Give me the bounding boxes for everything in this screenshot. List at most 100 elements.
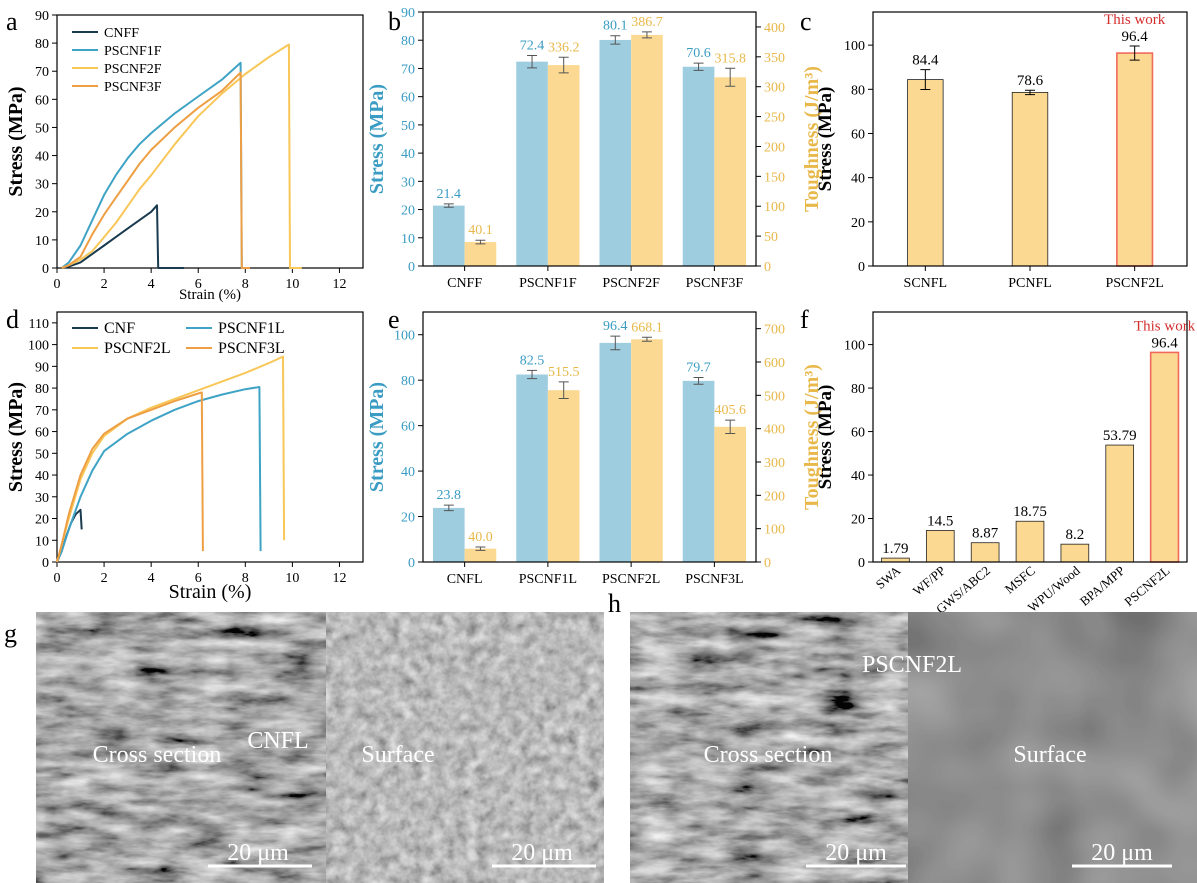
error-bar-toughness — [558, 56, 569, 74]
y-tick-label-left-b: 30 — [401, 175, 415, 190]
y-tick-label-right-e: 0 — [764, 556, 771, 571]
y-tick-label-left-e: 40 — [401, 465, 415, 480]
bar-stress-pscnf1f — [516, 61, 548, 266]
data-label-f: 18.75 — [1013, 504, 1047, 520]
data-label-stress: 23.8 — [437, 488, 462, 503]
error-bar-toughness — [725, 419, 736, 434]
bar-gws-abc2 — [970, 542, 1000, 563]
y-tick-label-2: 100 — [844, 39, 865, 54]
bar-toughness-cnff — [464, 242, 497, 266]
sem-surface-label-g: Surface — [361, 742, 434, 768]
x-tick-label-a: 0 — [54, 277, 61, 292]
series-line-cnff — [61, 204, 185, 269]
this-work-annotation-c: This work — [1104, 12, 1166, 28]
y-tick-label-0: 20 — [35, 206, 49, 221]
y-tick-label-right-e: 500 — [764, 389, 785, 404]
panel-label-b: b — [388, 7, 401, 36]
y-tick-label-0: 80 — [35, 37, 49, 52]
y-axis-title-left-e: Stress (MPa) — [366, 382, 388, 492]
sem-surface-texture-g — [326, 612, 604, 883]
y-tick-label-left-b: 50 — [401, 119, 415, 134]
panel-label-e: e — [388, 305, 400, 334]
y-tick-label-0: 10 — [35, 234, 49, 249]
y-tick-label-right-e: 400 — [764, 423, 785, 438]
y-tick-label-right-b: 400 — [764, 21, 785, 36]
category-label-e: PSCNF1L — [519, 572, 577, 587]
data-label-stress: 70.6 — [686, 46, 711, 61]
y-tick-label-3: 80 — [35, 382, 49, 397]
y-tick-label-right-e: 100 — [764, 523, 785, 538]
data-label-stress: 79.7 — [686, 360, 711, 375]
plot-frame-a — [56, 14, 364, 269]
y-tick-label-right-b: 0 — [764, 260, 771, 275]
y-tick-label-2: 0 — [858, 260, 865, 275]
bar-stress-cnff — [432, 205, 465, 266]
legend-label-pscnf3f: PSCNF3F — [104, 80, 162, 95]
data-label-stress: 21.4 — [437, 187, 462, 202]
bar-bpa-mpp — [1105, 444, 1135, 563]
y-axis-title-right-e: Toughness (J/m³) — [801, 364, 823, 510]
bar-pcnfl — [1011, 91, 1049, 267]
y-tick-label-right-e: 200 — [764, 489, 785, 504]
bar-stress-pscnf3l — [682, 380, 715, 562]
error-bar-toughness — [641, 336, 652, 342]
panel-a: a 0 10 20 30 40 50 60 70 80 90 0 2 4 6 8 10 12 Strain (%)… — [5, 7, 364, 303]
sem-cross-texture-g — [36, 612, 326, 883]
y-axis-title-f: Stress (MPa) — [815, 385, 836, 490]
error-bar-stress — [443, 504, 454, 512]
legend-label-cnf: CNF — [104, 320, 135, 337]
bar-stress-pscnf2l — [599, 342, 632, 562]
category-label-b: PSCNF2F — [602, 276, 660, 291]
error-bar-c — [920, 69, 931, 91]
x-tick-label-d: 10 — [285, 571, 299, 586]
panel-g: g CNFL Cross section Surface 20 μm 20 μm — [4, 612, 604, 883]
series-line-pscnf3f — [61, 71, 250, 269]
y-tick-label-right-b: 350 — [764, 51, 785, 66]
y-tick-label-left-e: 80 — [401, 374, 415, 389]
y-tick-label-0: 70 — [35, 65, 49, 80]
bar-toughness-pscnf1l — [547, 390, 580, 562]
bar-pscnf2l — [1149, 351, 1180, 563]
chart-b: 21.4 40.1 CNFF 72.4 336.2 PSCNF1F 80.1 386.7 PSC… — [366, 6, 823, 291]
bar-wf-pp — [925, 530, 955, 563]
sem-surface-texture-h — [908, 612, 1197, 883]
data-label-f: 96.4 — [1151, 335, 1178, 351]
series-line-pscnf1l — [56, 386, 262, 563]
panel-label-h: h — [608, 589, 621, 618]
error-bar-c — [1129, 45, 1140, 61]
category-label-f: BPA/MPP — [1077, 563, 1128, 609]
bar-toughness-pscnf2f — [631, 34, 663, 267]
series-line-pscnf3l — [56, 391, 204, 563]
x-tick-label-a: 8 — [242, 277, 249, 292]
bar-stress-pscnf1l — [516, 374, 548, 562]
y-tick-label-right-b: 100 — [764, 200, 785, 215]
category-label-f: PSCNF2L — [1121, 563, 1172, 609]
x-tick-label-a: 12 — [332, 277, 346, 292]
error-bar-stress — [527, 369, 538, 380]
bar-toughness-pscnf2l — [631, 339, 663, 562]
category-label-e: PSCNF3L — [685, 572, 743, 587]
y-tick-label-2: 20 — [851, 216, 865, 231]
plot-frame-e — [422, 311, 757, 563]
error-bar-stress — [693, 62, 704, 71]
data-label-stress: 96.4 — [603, 319, 628, 334]
y-tick-label-3: 20 — [35, 513, 49, 528]
y-tick-label-0: 90 — [35, 9, 49, 24]
y-tick-label-left-e: 100 — [394, 329, 415, 344]
chart-d: 0 10 20 30 40 50 60 70 80 90 100 110 0 2 4 6 8 10 12 Strain… — [5, 311, 364, 603]
series-line-pscnf2l — [56, 355, 286, 563]
y-tick-label-3: 40 — [35, 469, 49, 484]
error-bar-toughness — [475, 546, 486, 551]
error-bar-stress — [610, 335, 621, 351]
sem-image-g — [36, 612, 604, 883]
category-label-b: PSCNF1F — [519, 276, 577, 291]
data-label-stress: 82.5 — [520, 353, 545, 368]
category-label-c: PCNFL — [1008, 276, 1052, 291]
sem-cross-texture-h — [630, 612, 908, 883]
y-tick-label-5: 60 — [851, 426, 865, 441]
scale-bar-label-g-left: 20 μm — [227, 840, 289, 866]
